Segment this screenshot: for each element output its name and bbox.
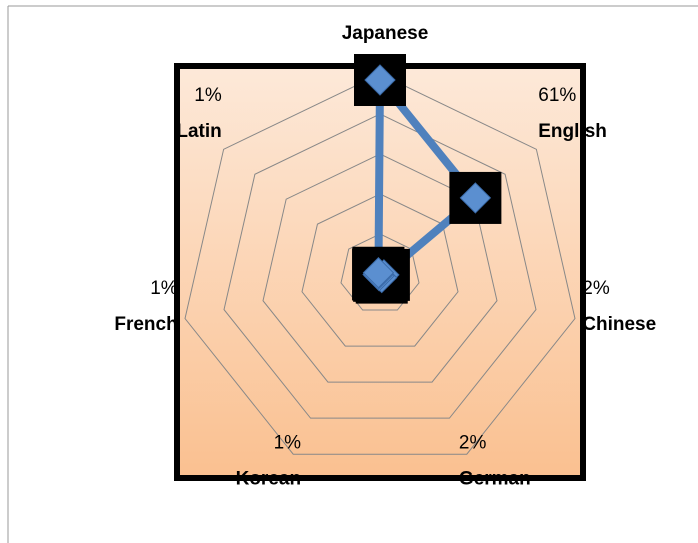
value-label: 2%	[459, 432, 487, 453]
marker	[459, 182, 492, 214]
grid-ring	[223, 113, 537, 419]
category-label: English	[538, 121, 607, 142]
marker	[362, 257, 395, 289]
value-label: 2%	[582, 278, 610, 299]
value-label: 1%	[194, 85, 222, 106]
category-label: German	[459, 468, 531, 489]
marker	[364, 64, 396, 96]
grid-ring	[184, 73, 576, 455]
value-label: 1%	[150, 278, 178, 299]
grid-ring	[301, 193, 459, 347]
value-label: 1%	[274, 432, 302, 453]
category-label: Chinese	[582, 314, 656, 335]
category-label: Korean	[236, 468, 301, 489]
category-label: Latin	[176, 121, 221, 142]
category-label: Japanese	[342, 23, 429, 44]
category-label: French	[114, 314, 177, 335]
value-label: 61%	[538, 85, 576, 106]
